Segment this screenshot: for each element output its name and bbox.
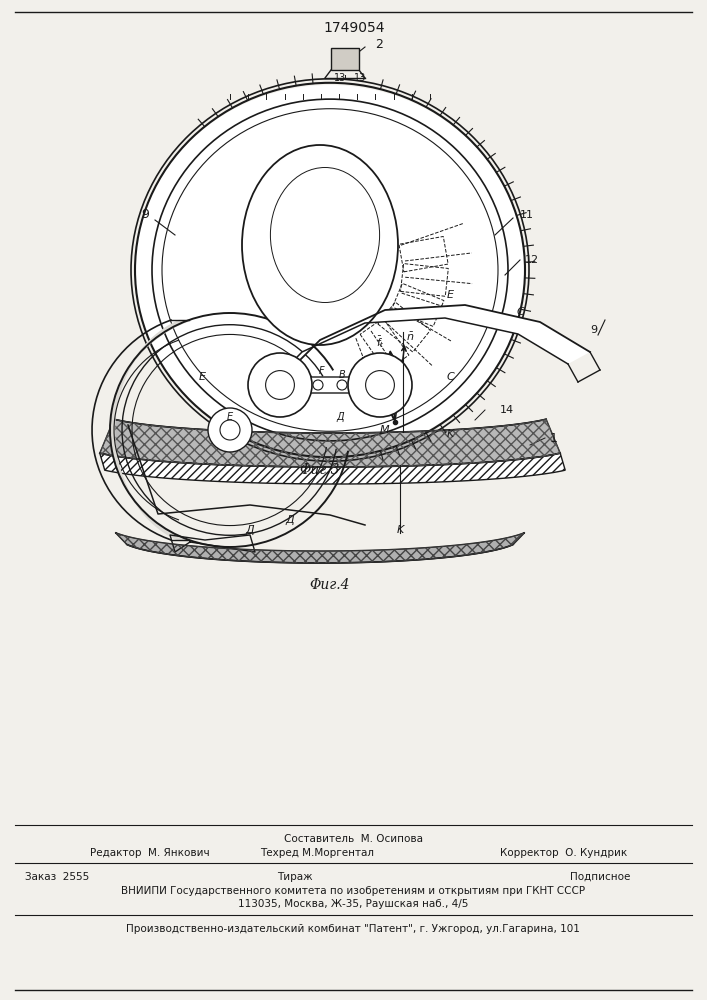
Text: Д: Д	[337, 412, 344, 422]
Text: K: K	[397, 525, 404, 535]
Text: 2: 2	[375, 38, 383, 51]
Ellipse shape	[135, 85, 525, 455]
Text: α: α	[383, 397, 391, 407]
Text: $\bar{f}_t$: $\bar{f}_t$	[375, 334, 385, 350]
Text: B: B	[339, 370, 346, 380]
Circle shape	[313, 380, 323, 390]
Circle shape	[337, 380, 347, 390]
Text: 14: 14	[500, 405, 514, 415]
Polygon shape	[115, 532, 525, 563]
Text: 1749054: 1749054	[323, 21, 385, 35]
Text: 9: 9	[141, 209, 149, 222]
Text: Φиг.3: Φиг.3	[300, 463, 340, 477]
Text: Корректор  О. Кундрик: Корректор О. Кундрик	[500, 848, 627, 858]
Text: E: E	[447, 290, 453, 300]
Text: Производственно-издательский комбинат "Патент", г. Ужгород, ул.Гагарина, 101: Производственно-издательский комбинат "П…	[126, 924, 580, 934]
Text: $\bar{f}_R$: $\bar{f}_R$	[360, 374, 370, 390]
Circle shape	[208, 408, 252, 452]
Polygon shape	[265, 305, 590, 390]
Text: C: C	[446, 372, 454, 382]
Circle shape	[220, 420, 240, 440]
Text: Тираж: Тираж	[277, 872, 312, 882]
Text: Д: Д	[286, 515, 294, 525]
Text: Редактор  М. Янкович: Редактор М. Янкович	[90, 848, 209, 858]
Text: 13: 13	[354, 73, 366, 83]
Text: 12: 12	[525, 255, 539, 265]
Ellipse shape	[348, 353, 412, 417]
Text: Φиг.4: Φиг.4	[310, 578, 350, 592]
Polygon shape	[100, 419, 560, 467]
Ellipse shape	[366, 371, 395, 399]
Text: F: F	[319, 366, 325, 376]
Bar	[331, 48, 359, 70]
Text: E: E	[227, 412, 233, 422]
Text: K: K	[446, 429, 454, 439]
Text: 1: 1	[550, 432, 558, 444]
Text: $\bar{n}$: $\bar{n}$	[406, 331, 414, 343]
Text: 13: 13	[334, 73, 346, 83]
Text: Заказ  2555: Заказ 2555	[25, 872, 89, 882]
Ellipse shape	[266, 371, 294, 399]
Ellipse shape	[242, 145, 398, 345]
Text: Составитель  М. Осипова: Составитель М. Осипова	[284, 834, 423, 844]
Polygon shape	[100, 453, 565, 484]
Text: $\bar{f}$: $\bar{f}$	[360, 357, 366, 371]
Text: Техред М.Моргентал: Техред М.Моргентал	[260, 848, 374, 858]
Text: ВНИИПИ Государственного комитета по изобретениям и открытиям при ГКНТ СССР: ВНИИПИ Государственного комитета по изоб…	[121, 886, 585, 896]
FancyBboxPatch shape	[278, 377, 382, 393]
Ellipse shape	[248, 353, 312, 417]
Text: Подписное: Подписное	[570, 872, 631, 882]
Text: E: E	[199, 372, 206, 382]
Text: 113035, Москва, Ж-35, Раушская наб., 4/5: 113035, Москва, Ж-35, Раушская наб., 4/5	[238, 899, 468, 909]
Text: 11: 11	[520, 210, 534, 220]
Text: M: M	[380, 425, 390, 435]
Text: 9: 9	[590, 325, 597, 335]
Text: C: C	[516, 307, 524, 317]
Text: Д: Д	[245, 525, 255, 535]
